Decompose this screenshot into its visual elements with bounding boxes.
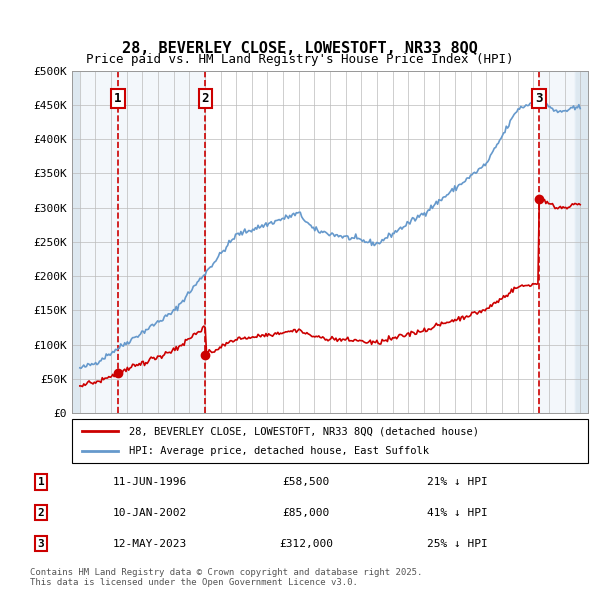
Text: 28, BEVERLEY CLOSE, LOWESTOFT, NR33 8QQ: 28, BEVERLEY CLOSE, LOWESTOFT, NR33 8QQ <box>122 41 478 56</box>
Bar <box>72 71 80 413</box>
Bar <box>80 71 205 413</box>
Text: 2: 2 <box>202 91 209 104</box>
Bar <box>575 71 588 413</box>
Text: 21% ↓ HPI: 21% ↓ HPI <box>427 477 488 487</box>
Text: Contains HM Land Registry data © Crown copyright and database right 2025.
This d: Contains HM Land Registry data © Crown c… <box>30 568 422 587</box>
Text: 12-MAY-2023: 12-MAY-2023 <box>113 539 187 549</box>
Text: 2: 2 <box>38 508 44 517</box>
Text: £312,000: £312,000 <box>279 539 333 549</box>
Text: £58,500: £58,500 <box>283 477 329 487</box>
Text: Price paid vs. HM Land Registry's House Price Index (HPI): Price paid vs. HM Land Registry's House … <box>86 53 514 66</box>
Text: 28, BEVERLEY CLOSE, LOWESTOFT, NR33 8QQ (detached house): 28, BEVERLEY CLOSE, LOWESTOFT, NR33 8QQ … <box>129 427 479 436</box>
Text: £85,000: £85,000 <box>283 508 329 517</box>
Text: 3: 3 <box>38 539 44 549</box>
Text: 10-JAN-2002: 10-JAN-2002 <box>113 508 187 517</box>
Text: 41% ↓ HPI: 41% ↓ HPI <box>427 508 488 517</box>
FancyBboxPatch shape <box>72 419 588 463</box>
Text: HPI: Average price, detached house, East Suffolk: HPI: Average price, detached house, East… <box>129 446 429 455</box>
Text: 25% ↓ HPI: 25% ↓ HPI <box>427 539 488 549</box>
Bar <box>539 71 575 413</box>
Text: 3: 3 <box>535 91 542 104</box>
Text: 11-JUN-1996: 11-JUN-1996 <box>113 477 187 487</box>
Text: 1: 1 <box>114 91 122 104</box>
Text: 1: 1 <box>38 477 44 487</box>
